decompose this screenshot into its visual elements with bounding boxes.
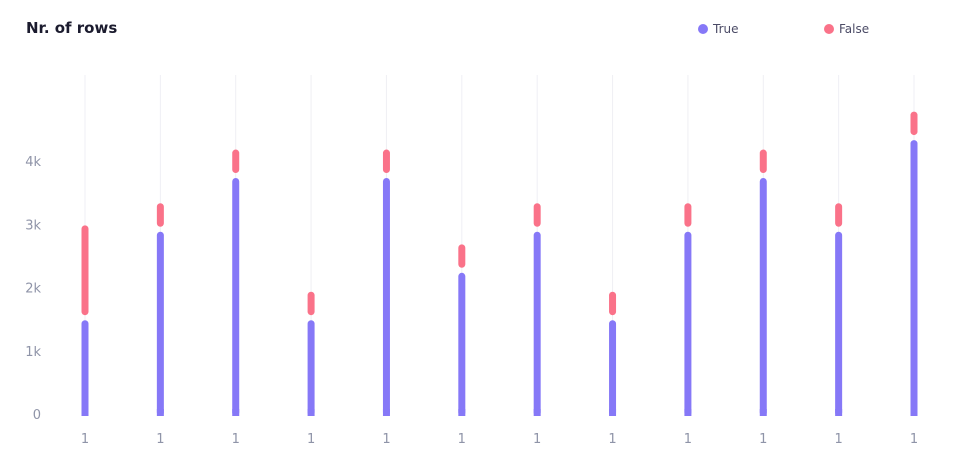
bar-true bbox=[156, 231, 164, 416]
bar-false bbox=[81, 225, 89, 316]
x-tick-label: 1 bbox=[382, 432, 390, 447]
bar-false bbox=[533, 203, 541, 227]
bar-true bbox=[533, 231, 541, 416]
x-tick-label: 1 bbox=[232, 432, 240, 447]
x-tick-label: 1 bbox=[458, 432, 466, 447]
bar-true-base bbox=[684, 409, 692, 416]
bar-true bbox=[232, 178, 240, 416]
bar-false bbox=[835, 203, 843, 227]
x-tick-label: 1 bbox=[834, 432, 842, 447]
bar-true bbox=[684, 231, 692, 416]
x-tick-label: 1 bbox=[910, 432, 918, 447]
bar-false bbox=[307, 291, 315, 316]
bar-true bbox=[609, 320, 617, 416]
legend-swatch-true-icon bbox=[698, 24, 708, 34]
bar-true-base bbox=[458, 409, 466, 416]
chart-title: Nr. of rows bbox=[26, 19, 118, 37]
x-tick-label: 1 bbox=[608, 432, 616, 447]
bar-false bbox=[759, 149, 767, 173]
legend-label-false: False bbox=[839, 22, 870, 36]
y-tick-label: 3k bbox=[25, 218, 41, 233]
bar-true-base bbox=[835, 409, 843, 416]
y-tick-label: 1k bbox=[25, 345, 41, 360]
legend-swatch-false-icon bbox=[824, 24, 834, 34]
bar-false bbox=[232, 149, 240, 173]
bar-true-base bbox=[232, 409, 240, 416]
x-tick-label: 1 bbox=[759, 432, 767, 447]
y-tick-label: 2k bbox=[25, 282, 41, 297]
bar-true bbox=[382, 178, 390, 416]
bar-true-base bbox=[609, 409, 617, 416]
bar-true bbox=[835, 231, 843, 416]
bar-true-base bbox=[81, 409, 89, 416]
legend-item-true[interactable]: True bbox=[698, 22, 739, 36]
bar-true-base bbox=[533, 409, 541, 416]
legend-item-false[interactable]: False bbox=[824, 22, 869, 36]
bar-true bbox=[910, 140, 918, 416]
bar-true bbox=[81, 320, 89, 416]
bar-false bbox=[382, 149, 390, 173]
x-tick-label: 1 bbox=[307, 432, 315, 447]
y-tick-label: 4k bbox=[25, 155, 41, 170]
bar-true-base bbox=[307, 409, 315, 416]
bar-true bbox=[458, 272, 466, 416]
bar-true-base bbox=[156, 409, 164, 416]
x-tick-label: 1 bbox=[156, 432, 164, 447]
y-tick-label: 0 bbox=[33, 408, 41, 423]
bar-true-base bbox=[382, 409, 390, 416]
bar-true bbox=[307, 320, 315, 416]
bar-false bbox=[458, 244, 466, 268]
bar-true-base bbox=[910, 409, 918, 416]
bar-true bbox=[759, 178, 767, 416]
x-tick-label: 1 bbox=[81, 432, 89, 447]
x-tick-label: 1 bbox=[533, 432, 541, 447]
bar-false bbox=[156, 203, 164, 227]
bar-false bbox=[609, 291, 617, 316]
bar-true-base bbox=[759, 409, 767, 416]
bar-false bbox=[910, 111, 918, 136]
bar-false bbox=[684, 203, 692, 227]
x-tick-label: 1 bbox=[684, 432, 692, 447]
legend-label-true: True bbox=[713, 22, 739, 36]
